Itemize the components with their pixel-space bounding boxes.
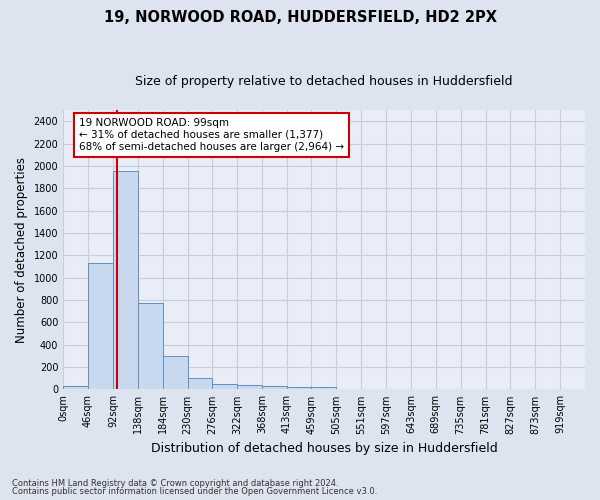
Bar <box>63 386 88 390</box>
Title: Size of property relative to detached houses in Huddersfield: Size of property relative to detached ho… <box>136 75 513 88</box>
Bar <box>138 304 163 390</box>
Bar <box>163 356 188 390</box>
Text: Contains HM Land Registry data © Crown copyright and database right 2024.: Contains HM Land Registry data © Crown c… <box>12 478 338 488</box>
Bar <box>262 386 287 390</box>
Bar <box>237 385 262 390</box>
Bar <box>311 388 336 390</box>
Text: 19, NORWOOD ROAD, HUDDERSFIELD, HD2 2PX: 19, NORWOOD ROAD, HUDDERSFIELD, HD2 2PX <box>104 10 497 25</box>
Text: Contains public sector information licensed under the Open Government Licence v3: Contains public sector information licen… <box>12 487 377 496</box>
Bar <box>88 263 113 390</box>
Y-axis label: Number of detached properties: Number of detached properties <box>15 156 28 342</box>
Bar <box>212 384 237 390</box>
Bar <box>287 387 311 390</box>
Bar <box>188 378 212 390</box>
Text: 19 NORWOOD ROAD: 99sqm
← 31% of detached houses are smaller (1,377)
68% of semi-: 19 NORWOOD ROAD: 99sqm ← 31% of detached… <box>79 118 344 152</box>
Bar <box>113 172 138 390</box>
X-axis label: Distribution of detached houses by size in Huddersfield: Distribution of detached houses by size … <box>151 442 497 455</box>
